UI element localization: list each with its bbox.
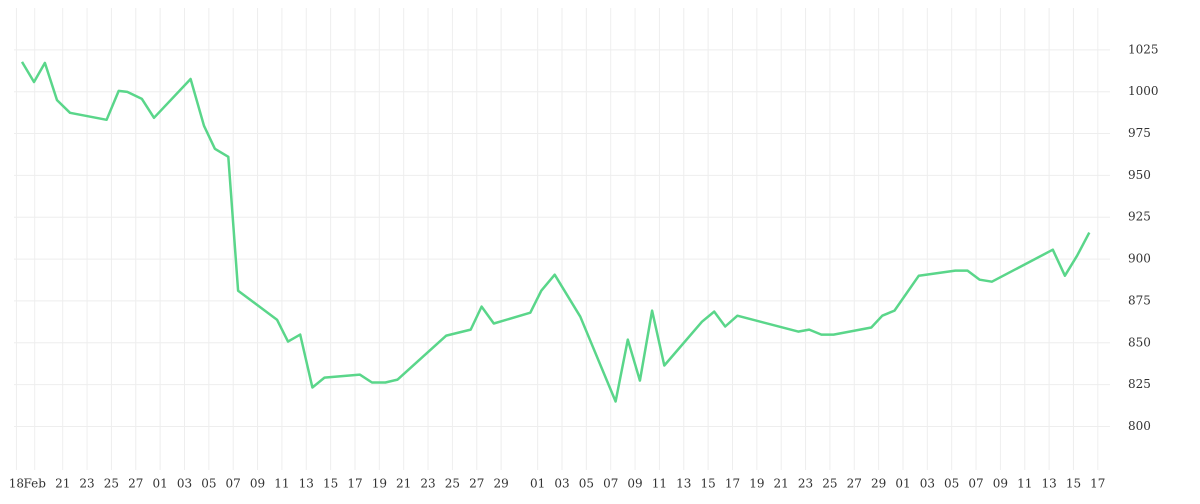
x-tick-label: 15 xyxy=(323,477,338,491)
x-tick-label: 07 xyxy=(226,477,241,491)
y-tick-label: 900 xyxy=(1128,252,1151,266)
y-tick-label: 850 xyxy=(1128,335,1151,349)
x-tick-label: 21 xyxy=(774,477,789,491)
x-tick-label: 19 xyxy=(372,477,387,491)
x-tick-label: 03 xyxy=(177,477,192,491)
x-tick-label: 23 xyxy=(420,477,435,491)
x-tick-label: 15 xyxy=(1066,477,1081,491)
x-tick-label: 23 xyxy=(798,477,813,491)
x-tick-label: 25 xyxy=(822,477,837,491)
x-tick-label: 13 xyxy=(299,477,314,491)
x-tick-label: 29 xyxy=(871,477,886,491)
x-tick-label: 11 xyxy=(1017,477,1032,491)
x-tick-label: 15 xyxy=(700,477,715,491)
y-tick-label: 975 xyxy=(1128,126,1151,140)
x-tick-label: 17 xyxy=(347,477,362,491)
x-tick-label: 27 xyxy=(128,477,143,491)
x-tick-label: 27 xyxy=(469,477,484,491)
x-tick-label: 17 xyxy=(1090,477,1105,491)
x-tick-label: 09 xyxy=(250,477,265,491)
x-tick-label: 21 xyxy=(55,477,70,491)
x-tick-label: 11 xyxy=(652,477,667,491)
y-tick-label: 1000 xyxy=(1128,84,1159,98)
x-tick-label: 05 xyxy=(579,477,594,491)
y-tick-label: 875 xyxy=(1128,293,1151,307)
x-tick-label: 05 xyxy=(201,477,216,491)
x-tick-label: 21 xyxy=(396,477,411,491)
x-tick-label: 29 xyxy=(493,477,508,491)
x-tick-label: 07 xyxy=(603,477,618,491)
y-tick-label: 800 xyxy=(1128,419,1151,433)
x-tick-label: 25 xyxy=(104,477,119,491)
x-tick-label: 01 xyxy=(530,477,545,491)
x-tick-label: 03 xyxy=(554,477,569,491)
x-tick-label: 13 xyxy=(1041,477,1056,491)
x-tick-label: 18 xyxy=(9,477,24,491)
x-tick-label: 09 xyxy=(993,477,1008,491)
x-tick-label: 07 xyxy=(968,477,983,491)
x-tick-label: 19 xyxy=(749,477,764,491)
x-tick-label: 23 xyxy=(79,477,94,491)
x-tick-label: 11 xyxy=(274,477,289,491)
x-tick-label: 01 xyxy=(895,477,910,491)
y-tick-label: 950 xyxy=(1128,168,1151,182)
y-tick-label: 1025 xyxy=(1128,42,1159,56)
y-tick-label: 925 xyxy=(1128,210,1151,224)
y-tick-label: 825 xyxy=(1128,377,1151,391)
x-tick-label: 09 xyxy=(627,477,642,491)
line xyxy=(20,61,1091,403)
x-tick-label: 27 xyxy=(847,477,862,491)
x-tick-label: 01 xyxy=(152,477,167,491)
x-tick-label: 17 xyxy=(725,477,740,491)
x-tick-label: 25 xyxy=(445,477,460,491)
x-tick-label: 05 xyxy=(944,477,959,491)
x-tick-label: 13 xyxy=(676,477,691,491)
x-tick-label: Feb xyxy=(23,477,46,491)
x-tick-label: 03 xyxy=(920,477,935,491)
